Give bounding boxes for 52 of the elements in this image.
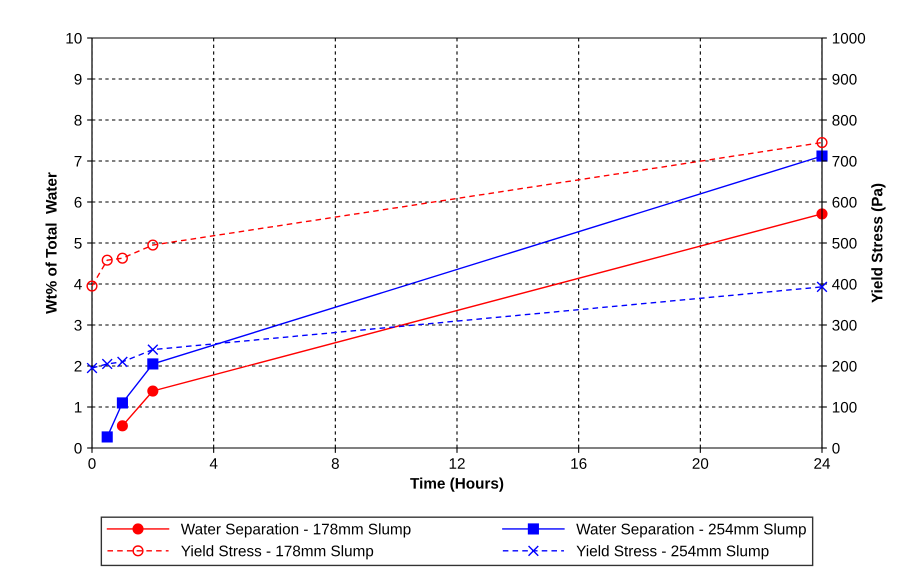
y2-tick-label: 500 [832,238,857,249]
point [102,358,113,370]
legend-label: Yield Stress - 178mm Slump [181,545,374,560]
y2-tick-label: 300 [832,320,857,331]
point [116,356,128,368]
x-tick-label: 20 [692,458,708,469]
point [86,280,98,292]
y2-tick-label: 0 [832,442,840,454]
y-tick-label: 10 [66,32,82,44]
x-tick-label: 16 [571,458,586,469]
y-tick-label: 6 [74,196,82,208]
y-tick-label: 5 [74,238,82,249]
point [116,252,128,264]
x-tick-label: 4 [210,458,218,469]
point [147,239,158,251]
x-tick-label: 12 [450,458,465,469]
point [86,362,98,374]
x-tick-label: 8 [332,458,339,469]
y-tick-label: 2 [74,360,82,372]
x-axis-title: Time (Hours) [410,478,504,492]
point [147,358,158,370]
y2-tick-label: 400 [832,278,857,290]
y-tick-label: 3 [74,320,82,331]
x-tick-label: 24 [814,458,830,469]
y2-tick-label: 200 [832,360,857,372]
y2-tick-label: 700 [832,156,857,167]
point [147,385,158,397]
y2-tick-label: 1000 [832,32,866,44]
point [816,150,828,162]
point [116,420,128,432]
legend-label: Yield Stress - 254mm Slump [576,545,769,560]
point [816,281,828,292]
y-tick-label: 7 [74,156,82,167]
y2-tick-label: 100 [832,402,857,413]
point [816,136,828,148]
x-tick-label: 0 [88,458,96,469]
legend-label: Water Separation - 178mm Slump [180,523,411,538]
y-tick-label: 9 [74,74,82,85]
legend-label: Water Separation - 254mm Slump [576,523,806,538]
y2-tick-label: 800 [832,114,857,126]
point [116,397,128,408]
y-tick-label: 4 [74,279,82,290]
point [147,344,158,356]
y2-tick-label: 900 [832,74,857,85]
point [102,431,113,442]
y-axis-title: Wt% of Total Water [45,172,57,314]
point [102,254,113,266]
y-tick-label: 1 [74,402,82,413]
y-tick-label: 8 [74,114,82,126]
y2-tick-label: 600 [832,196,857,208]
y2-axis-title: Yield Stress (Pa) [871,184,886,303]
y-tick-label: 0 [74,442,82,454]
